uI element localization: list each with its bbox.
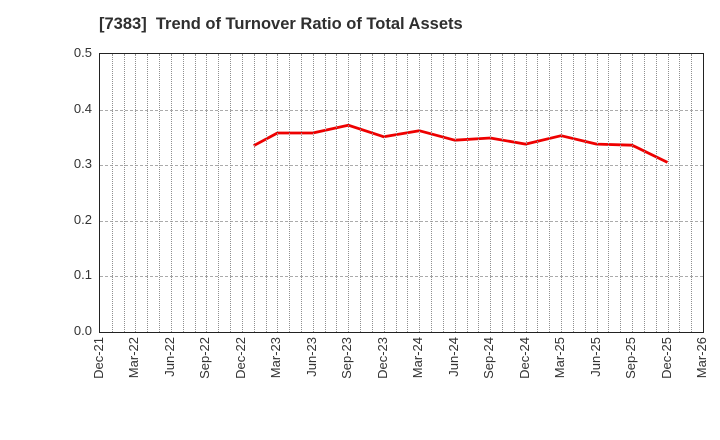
vertical-gridline	[454, 54, 456, 332]
vertical-gridline	[442, 54, 444, 332]
vertical-gridline	[561, 54, 563, 332]
vertical-gridline	[194, 54, 196, 332]
vertical-gridline	[549, 54, 551, 332]
vertical-gridline	[182, 54, 184, 332]
vertical-gridline	[123, 54, 125, 332]
turnover-ratio-trend-line	[253, 123, 669, 164]
vertical-gridline	[502, 54, 503, 332]
vertical-gridline	[111, 54, 113, 332]
vertical-gridline	[312, 54, 314, 332]
vertical-gridline	[608, 54, 610, 332]
vertical-gridline	[525, 54, 527, 332]
vertical-gridline	[383, 54, 385, 332]
vertical-gridline	[655, 54, 657, 332]
x-axis-tick-label: Mar-24	[410, 337, 426, 379]
x-axis-tick-label: Dec-22	[232, 337, 248, 379]
x-axis-tick-label: Dec-21	[91, 337, 106, 379]
x-axis-tick-label: Jun-22	[161, 337, 177, 377]
vertical-gridline	[395, 54, 397, 332]
vertical-gridline	[206, 54, 208, 332]
vertical-gridline	[360, 54, 362, 332]
vertical-gridline	[135, 54, 137, 332]
vertical-gridline	[466, 54, 468, 332]
x-axis-tick-label: Jun-23	[303, 337, 319, 377]
vertical-gridline	[407, 54, 409, 332]
x-axis-tick-label: Dec-25	[658, 337, 674, 379]
x-axis-tick-label: Mar-22	[126, 337, 142, 379]
vertical-gridline	[537, 54, 539, 332]
vertical-gridline	[419, 54, 421, 332]
x-axis-tick-label: Dec-23	[374, 337, 390, 379]
vertical-gridline	[277, 54, 279, 332]
x-axis-tick-label: Sep-25	[623, 337, 639, 379]
vertical-gridline	[513, 54, 515, 332]
x-axis-tick-label: Jun-25	[587, 337, 603, 377]
vertical-gridline	[241, 54, 243, 332]
vertical-gridline	[348, 54, 350, 332]
vertical-gridline	[324, 54, 326, 332]
y-axis-tick-label: 0.4	[73, 100, 92, 116]
x-axis-tick-label: Sep-22	[197, 337, 213, 379]
y-axis-tick-label: 0.3	[73, 156, 92, 172]
chart-title: [7383] Trend of Turnover Ratio of Total …	[99, 15, 463, 33]
vertical-gridline	[490, 54, 492, 332]
x-axis-tick-label: Mar-23	[268, 337, 284, 379]
y-axis-tick-label: 0.2	[73, 211, 92, 227]
vertical-gridline	[289, 54, 291, 332]
chart-plot-area	[99, 53, 704, 333]
vertical-gridline	[253, 54, 255, 332]
vertical-gridline	[265, 54, 267, 332]
vertical-gridline	[230, 54, 232, 332]
trend-line-svg	[253, 123, 669, 164]
vertical-gridline	[572, 54, 574, 332]
vertical-gridline	[371, 54, 373, 332]
x-axis-tick-label: Jun-24	[445, 337, 461, 377]
vertical-gridline	[596, 54, 598, 332]
vertical-gridline	[218, 54, 220, 332]
y-axis-tick-label: 0.1	[73, 267, 92, 283]
vertical-gridline	[691, 54, 693, 332]
vertical-gridline	[478, 54, 480, 332]
vertical-gridline	[643, 54, 645, 332]
x-axis-tick-label: Dec-24	[516, 337, 532, 379]
x-axis-tick-label: Mar-25	[552, 337, 568, 379]
horizontal-gridline	[100, 276, 703, 278]
horizontal-gridline	[100, 109, 703, 111]
horizontal-gridline	[100, 220, 703, 222]
vertical-gridline	[679, 54, 681, 332]
y-axis-tick-label: 0.0	[73, 323, 92, 338]
vertical-gridline	[301, 54, 302, 332]
vertical-gridline	[632, 54, 634, 332]
vertical-gridline	[667, 54, 669, 332]
vertical-gridline	[170, 54, 172, 332]
horizontal-gridline	[100, 165, 703, 167]
y-axis-tick-label: 0.5	[73, 45, 92, 60]
vertical-gridline	[431, 54, 433, 332]
vertical-gridline	[584, 54, 586, 332]
vertical-gridline	[159, 54, 161, 332]
vertical-gridline	[147, 54, 149, 332]
vertical-gridline	[336, 54, 338, 332]
vertical-gridline	[620, 54, 622, 332]
x-axis-tick-label: Sep-23	[339, 337, 355, 379]
x-axis-tick-label: Sep-24	[481, 337, 497, 379]
x-axis-tick-label: Mar-26	[694, 337, 709, 379]
